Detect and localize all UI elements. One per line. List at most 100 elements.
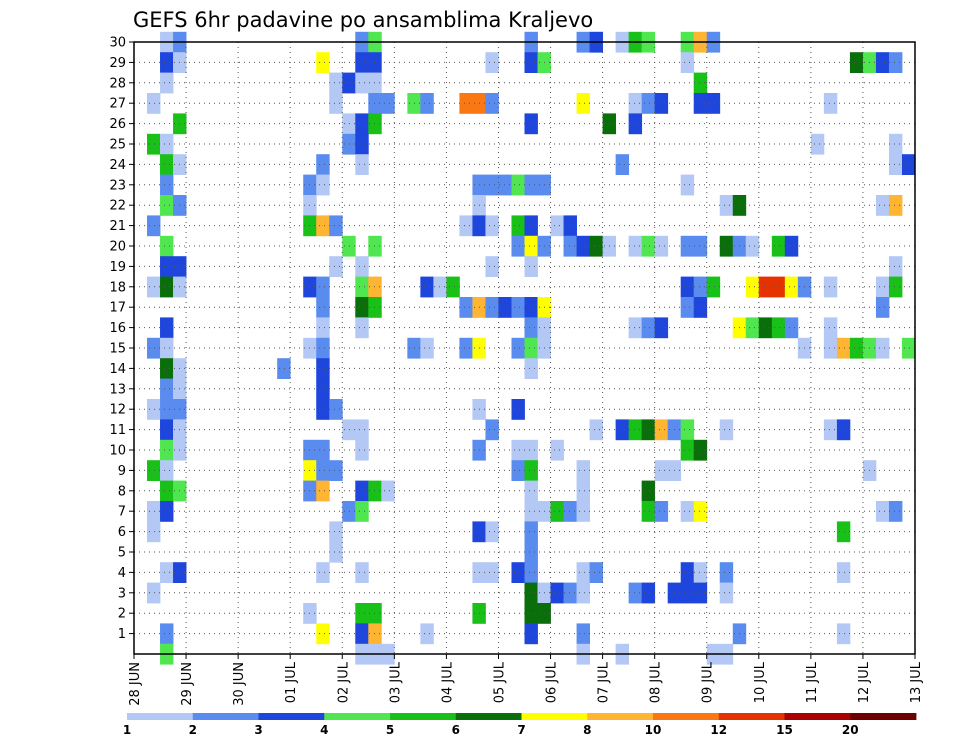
heatmap-cell [875,501,890,522]
y-tick-label: 28 [109,76,126,91]
heatmap-cell [888,52,903,73]
heatmap-cell [680,52,695,73]
heatmap-cell [368,623,382,645]
y-tick-label: 24 [109,158,126,173]
heatmap-cell [641,480,656,502]
heatmap-cell [888,256,903,277]
heatmap-cell [147,399,161,420]
heatmap-cell [524,623,538,645]
heatmap-cell [550,582,564,604]
heatmap-cell [901,154,916,175]
y-tick-label: 19 [109,260,126,275]
x-tick-label: 04 JUL [440,661,455,703]
heatmap-cell [680,582,695,604]
heatmap-cell [836,337,851,359]
y-tick-label: 26 [109,117,126,132]
heatmap-cell [368,235,382,257]
heatmap-cell [160,174,174,196]
heatmap-cell [511,174,525,196]
heatmap-cell [875,297,890,318]
heatmap-cell [641,93,656,114]
heatmap-cell [316,460,330,481]
heatmap-cell [628,235,643,257]
heatmap-cell [355,113,369,135]
heatmap-cell [576,562,590,583]
heatmap-cell [368,603,382,624]
heatmap-cell [524,113,538,135]
x-tick-label: 02 JUL [336,661,351,703]
heatmap-cell [576,235,590,257]
heatmap-cell [524,439,538,461]
heatmap-cell [316,358,330,379]
y-tick-label: 11 [109,423,126,438]
heatmap-cell [511,460,525,481]
heatmap-cell [771,317,786,339]
x-tick-label: 13 JUL [909,661,924,703]
y-tick-label: 13 [109,382,126,397]
heatmap-cell [446,276,460,298]
heatmap-cell [420,276,434,298]
heatmap-cell [160,358,174,379]
heatmap-cell [355,623,369,645]
heatmap-cell [693,562,708,583]
y-tick-label: 3 [118,586,126,601]
heatmap-cell [381,93,395,114]
heatmap-cell [316,317,330,339]
heatmap-cell [420,93,434,114]
heatmap-cell [615,154,630,175]
heatmap-cell [654,235,669,257]
x-tick-label: 28 JUN [128,662,143,706]
y-tick-label: 1 [118,627,126,642]
heatmap-cell [147,460,161,481]
y-tick-label: 25 [109,138,126,153]
y-tick-label: 12 [109,403,126,418]
heatmap-cell [368,276,382,298]
heatmap-cell [628,582,643,604]
heatmap-cell [277,358,291,379]
y-tick-label: 18 [109,280,126,295]
heatmap-cell [316,276,330,298]
colorbar-swatch [653,713,720,720]
heatmap-cell [706,276,721,298]
heatmap-cell [524,174,538,196]
heatmap-cell [875,52,890,73]
heatmap-cell [589,419,603,441]
heatmap-cell [680,439,695,461]
heatmap-cell [160,337,174,359]
colorbar-tick-label: 5 [386,723,394,737]
colorbar-tick-label: 2 [189,723,197,737]
heatmap-cell [680,174,695,196]
heatmap-cell [550,215,564,237]
heatmap-cell [160,317,174,339]
heatmap-cell [550,439,564,461]
heatmap-cell [680,562,695,583]
heatmap-cell [147,337,161,359]
heatmap-cell [459,215,473,237]
colorbar-tick-label: 4 [320,723,328,737]
heatmap-cell [563,235,577,257]
heatmap-cell [160,501,174,522]
heatmap-cell [719,235,734,257]
heatmap-cell [316,562,330,583]
y-tick-label: 23 [109,178,126,193]
y-tick-label: 30 [109,36,126,51]
heatmap-cell [329,541,343,563]
heatmap-cell [368,113,382,135]
heatmap-cell [420,623,434,645]
heatmap-cell [498,174,512,196]
heatmap-cell [719,195,734,216]
heatmap-cell [485,297,499,318]
colorbar-swatch [390,713,457,720]
heatmap-cell [511,399,525,420]
colorbar-tick-label: 20 [842,723,859,737]
heatmap-cell [693,276,708,298]
heatmap-cell [888,154,903,175]
heatmap-cell [589,235,603,257]
heatmap-cell [654,419,669,441]
heatmap-cell [329,521,343,543]
heatmap-cell [160,439,174,461]
y-tick-label: 4 [118,566,126,581]
heatmap-cell [693,93,708,114]
x-tick-label: 10 JUL [753,661,768,703]
heatmap-cell [160,276,174,298]
